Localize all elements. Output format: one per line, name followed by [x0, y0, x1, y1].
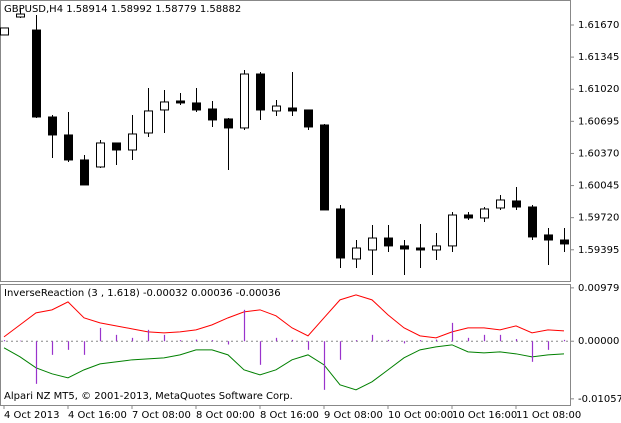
- candle-body: [192, 102, 201, 111]
- candle-body: [48, 116, 57, 136]
- candle-body: [560, 239, 569, 245]
- indicator-title: InverseReaction (3 , 1.618) -0.00032 0.0…: [4, 288, 281, 299]
- candle-body: [240, 73, 249, 129]
- candle-body: [128, 133, 137, 151]
- indicator-line: [3, 344, 565, 391]
- x-tick-label: 9 Oct 08:00: [324, 410, 383, 421]
- y-tick-label: -0.01057: [578, 394, 621, 405]
- x-tick-label: 7 Oct 08:00: [132, 410, 191, 421]
- candle-body: [256, 73, 265, 111]
- candle-body: [272, 105, 281, 112]
- candle-body: [352, 247, 361, 260]
- y-tick-label: 1.61345: [578, 52, 619, 63]
- y-tick-label: 1.60370: [578, 148, 619, 159]
- candle-body: [80, 159, 89, 186]
- y-tick-label: 0.00979: [578, 283, 619, 294]
- x-tick-label: 11 Oct 08:00: [516, 410, 581, 421]
- y-tick-label: 1.59720: [578, 213, 619, 224]
- y-tick-label: 1.59395: [578, 245, 619, 256]
- candle-body: [368, 237, 377, 251]
- x-tick-label: 10 Oct 16:00: [452, 410, 517, 421]
- x-tick-label: 4 Oct 16:00: [68, 410, 127, 421]
- candle-body: [320, 124, 329, 211]
- candle-body: [336, 208, 345, 259]
- candle-body: [480, 208, 489, 219]
- candle-body: [512, 200, 521, 208]
- price-pane: [0, 0, 571, 282]
- y-tick-label: 1.61020: [578, 84, 619, 95]
- candle-body: [96, 142, 105, 168]
- candle-body: [464, 214, 473, 219]
- candle-body: [288, 107, 297, 112]
- candle-body: [384, 237, 393, 247]
- candle-body: [416, 247, 425, 251]
- x-tick-label: 4 Oct 2013: [4, 410, 59, 421]
- candle-body: [176, 100, 185, 104]
- candle-body: [224, 118, 233, 129]
- indicator-line: [3, 294, 565, 339]
- candle-body: [448, 214, 457, 247]
- candle-body: [112, 142, 121, 151]
- candle-body: [400, 245, 409, 250]
- y-tick-label: 0.00000: [578, 336, 619, 347]
- candle-body: [0, 27, 9, 36]
- candle-body: [432, 245, 441, 251]
- candle-body: [160, 101, 169, 111]
- candle-body: [32, 29, 41, 118]
- candle-body: [16, 13, 25, 18]
- candle-body: [496, 199, 505, 209]
- chart-title: GBPUSD,H4 1.58914 1.58992 1.58779 1.5888…: [4, 4, 241, 15]
- y-tick-label: 1.61670: [578, 20, 619, 31]
- x-tick-label: 10 Oct 00:00: [388, 410, 453, 421]
- y-tick-label: 1.60695: [578, 116, 619, 127]
- candle-body: [528, 206, 537, 238]
- candle-body: [144, 110, 153, 134]
- y-tick-label: 1.60045: [578, 181, 619, 192]
- candle-body: [208, 108, 217, 121]
- copyright: Alpari NZ MT5, © 2001-2013, MetaQuotes S…: [4, 391, 293, 402]
- x-tick-label: 8 Oct 00:00: [196, 410, 255, 421]
- indicator-pane: [0, 284, 571, 406]
- candle-body: [64, 134, 73, 161]
- candle-body: [544, 234, 553, 241]
- x-tick-label: 8 Oct 16:00: [260, 410, 319, 421]
- candle-body: [304, 109, 313, 128]
